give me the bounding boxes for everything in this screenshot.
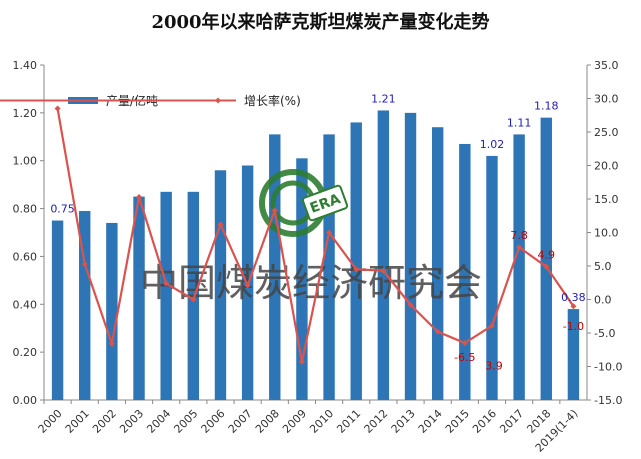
line-point: [136, 193, 143, 200]
line-point: [407, 301, 414, 308]
bar: [540, 117, 552, 401]
bar-series: [51, 110, 580, 401]
bar: [51, 220, 64, 400]
right-tick-label: 10.0: [594, 227, 619, 240]
bar-data-label: 1.18: [534, 100, 559, 113]
line-point: [380, 267, 387, 274]
x-tick-label: 2014: [416, 407, 445, 436]
right-tick-label: 25.0: [594, 126, 619, 139]
bar-data-label: 1.21: [371, 92, 396, 105]
legend-line-marker: [215, 97, 221, 104]
line-data-label: 7.8: [510, 229, 528, 242]
line-point: [163, 280, 170, 287]
bar: [296, 158, 308, 400]
right-tick-label: 20.0: [594, 160, 619, 173]
bar: [323, 134, 335, 400]
left-tick-label: 1.00: [13, 155, 38, 168]
line-point: [488, 322, 495, 329]
bar: [79, 210, 91, 400]
line-point: [54, 105, 61, 112]
bar-data-label: 1.11: [507, 116, 532, 129]
line-data-label: -1.0: [563, 320, 584, 333]
bar: [133, 196, 145, 400]
line-point: [81, 260, 88, 267]
bar: [187, 191, 200, 400]
line-data-label: -6.5: [454, 351, 475, 364]
line-point: [516, 244, 523, 251]
right-tick-label: -15.0: [594, 394, 622, 407]
left-tick-label: 0.20: [13, 346, 38, 359]
left-tick-label: 0.00: [13, 394, 38, 407]
line-point: [326, 229, 333, 236]
line-point: [244, 282, 251, 289]
left-tick-label: 0.40: [13, 298, 38, 311]
x-tick-label: 2002: [90, 407, 119, 436]
right-tick-label: -5.0: [594, 327, 615, 340]
bar: [269, 134, 281, 400]
line-point: [570, 303, 577, 310]
left-tick-label: 0.60: [13, 250, 38, 263]
line-point: [298, 358, 305, 365]
bar: [513, 134, 525, 400]
left-tick-label: 1.40: [13, 59, 38, 72]
right-tick-label: 35.0: [594, 59, 619, 72]
line-data-label: 3.9: [485, 360, 503, 373]
line-point: [461, 340, 468, 347]
left-tick-label: 1.20: [13, 107, 38, 120]
x-tick-label: 2009: [280, 407, 309, 436]
x-tick-label: 2012: [362, 407, 391, 436]
bar: [486, 155, 498, 400]
x-tick-label: 2006: [199, 407, 228, 436]
bar: [459, 143, 471, 400]
line-data-label: 4.9: [538, 249, 556, 262]
line-point: [217, 221, 224, 228]
bar: [214, 170, 227, 400]
right-tick-label: -10.0: [594, 361, 622, 374]
x-tick-label: 2007: [226, 407, 255, 436]
right-tick-label: 5.0: [594, 260, 612, 273]
data-labels: 0.75 1.21 1.021.111.18 0.38 -6.5 3.9 7.8 4.9 -1.…: [50, 92, 585, 372]
x-tick-label: 2003: [117, 407, 146, 436]
bar-data-label: 1.02: [480, 138, 505, 151]
legend: 产量/亿吨 增长率(%): [0, 93, 301, 108]
bar: [106, 222, 118, 400]
x-tick-label: 2017: [497, 407, 526, 436]
x-tick-label: 2008: [253, 407, 282, 436]
watermark-logo-tag: [301, 184, 349, 222]
bar-data-label: 0.75: [50, 203, 75, 216]
bar: [567, 309, 580, 400]
right-tick-label: 30.0: [594, 93, 619, 106]
bar: [404, 112, 417, 400]
chart-title: 2000年以来哈萨克斯坦煤炭产量变化走势: [151, 12, 490, 33]
line-series: [54, 105, 577, 365]
watermark-text: 中国煤炭经济研究会: [140, 261, 482, 305]
line-point: [271, 207, 278, 214]
x-tick-label: 2004: [144, 407, 173, 436]
bar: [431, 127, 444, 400]
bar: [160, 191, 172, 400]
x-tick-label: 2001: [63, 407, 92, 436]
x-tick-label: 2005: [171, 407, 200, 436]
x-tick-label: 2016: [470, 407, 499, 436]
legend-line-label: 增长率(%): [244, 93, 301, 108]
right-tick-label: 0.0: [594, 294, 612, 307]
growth-line: [56, 108, 575, 363]
x-tick-label: 2013: [389, 407, 418, 436]
line-point: [108, 340, 115, 347]
bar: [377, 110, 390, 400]
line-point: [190, 296, 197, 303]
line-point: [353, 266, 360, 273]
left-tick-label: 0.80: [13, 203, 38, 216]
x-tick-label: 2010: [307, 407, 336, 436]
x-tick-label: 2011: [334, 407, 363, 436]
x-tick-label: 2000: [36, 407, 65, 436]
x-tick-label: 2015: [443, 407, 472, 436]
right-tick-label: 15.0: [594, 193, 619, 206]
bar: [350, 122, 362, 400]
bar-data-label: 0.38: [561, 291, 586, 304]
line-point: [543, 263, 550, 270]
line-point: [434, 328, 441, 335]
